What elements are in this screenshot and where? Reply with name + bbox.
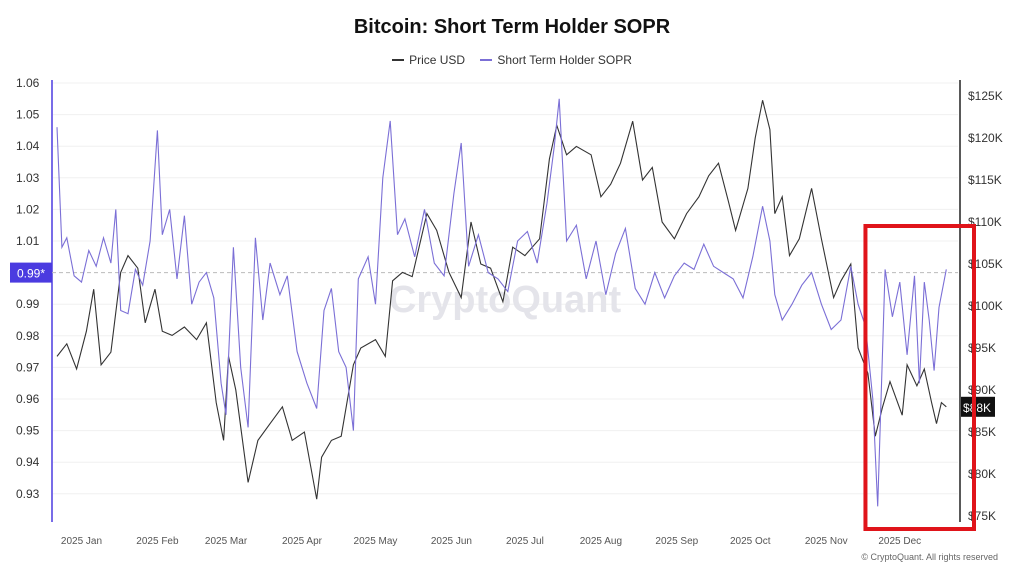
right-tick-label: $120K [968, 131, 1003, 145]
left-tick-label: 0.97 [16, 360, 40, 374]
legend-swatch-sopr [480, 59, 493, 61]
left-tick-label: 0.98 [16, 329, 40, 343]
x-tick-label: 2025 Jul [506, 536, 544, 547]
right-tick-label: $115K [968, 173, 1002, 187]
left-tick-label: 1.05 [16, 108, 40, 122]
x-tick-label: 2025 Jun [431, 536, 472, 547]
legend-label-sopr: Short Term Holder SOPR [497, 53, 632, 67]
left-tick-label: 1.04 [16, 139, 40, 153]
x-tick-label: 2025 Dec [878, 536, 921, 547]
legend-item-sopr[interactable]: Short Term Holder SOPR [480, 53, 632, 67]
current-sopr-label-bg [10, 262, 52, 283]
chart-title: Bitcoin: Short Term Holder SOPR [353, 16, 671, 38]
left-tick-label: 0.94 [16, 455, 40, 469]
watermark: CryptoQuant [389, 279, 622, 321]
left-tick-label: 1.06 [16, 76, 40, 90]
price-series-line [56, 100, 947, 500]
right-tick-label: $100K [968, 299, 1003, 313]
x-tick-label: 2025 Nov [805, 536, 848, 547]
x-tick-label: 2025 Aug [580, 536, 622, 547]
copyright-footer: © CryptoQuant. All rights reserved [861, 552, 998, 562]
left-tick-label: 0.93 [16, 487, 40, 501]
x-tick-label: 2025 Jan [61, 536, 102, 547]
right-tick-label: $105K [968, 257, 1003, 271]
left-tick-label: 0.95 [16, 424, 40, 438]
sopr-series-line [56, 98, 947, 507]
x-tick-label: 2025 Oct [730, 536, 771, 547]
left-tick-label: 1.01 [16, 234, 40, 248]
current-sopr-label: 0.99* [17, 267, 45, 281]
left-tick-label: 1.03 [16, 171, 40, 185]
left-tick-label: 0.99 [16, 297, 40, 311]
x-tick-label: 2025 May [354, 536, 398, 547]
legend-label-price: Price USD [409, 53, 466, 67]
legend-swatch-price [392, 59, 405, 61]
left-tick-label: 1.02 [16, 202, 40, 216]
legend-item-price[interactable]: Price USD [392, 53, 465, 67]
right-tick-label: $125K [968, 89, 1003, 103]
right-tick-label: $110K [968, 215, 1002, 229]
x-tick-label: 2025 Apr [282, 536, 323, 547]
left-tick-label: 0.96 [16, 392, 40, 406]
current-price-label: $88K [963, 401, 991, 415]
current-price-label-bg [961, 396, 995, 417]
x-tick-label: 2025 Mar [205, 536, 248, 547]
x-tick-label: 2025 Sep [655, 536, 698, 547]
legend: Price USD Short Term Holder SOPR [0, 50, 1024, 67]
highlight-box [863, 224, 976, 531]
x-tick-label: 2025 Feb [136, 536, 179, 547]
